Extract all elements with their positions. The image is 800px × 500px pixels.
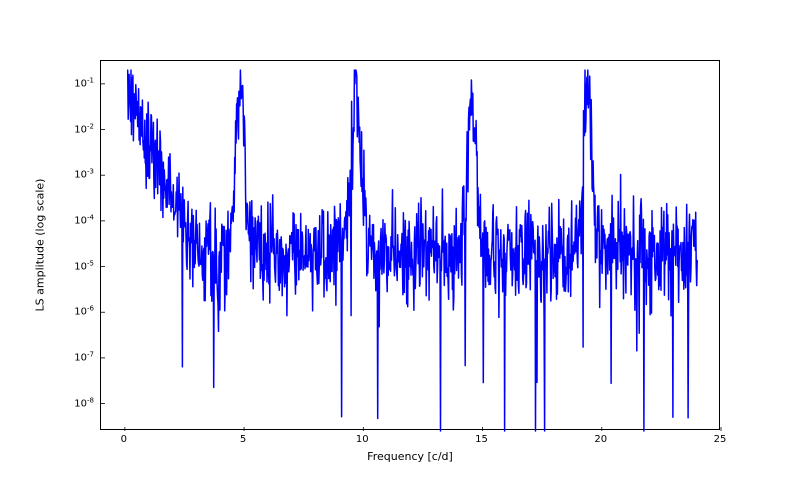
x-tick-label: 20 (594, 434, 607, 445)
y-tick-label: 10-6 (74, 305, 94, 318)
y-tick-label: 10-8 (74, 396, 94, 409)
y-tick-label: 10-2 (74, 122, 94, 135)
y-tick-label: 10-4 (74, 213, 94, 226)
x-tick-label: 15 (475, 434, 488, 445)
y-tick-label: 10-5 (74, 259, 94, 272)
y-tick-label: 10-7 (74, 350, 94, 363)
y-axis-label: LS amplitude (log scale) (34, 179, 47, 312)
figure: 0 5 10 15 20 25 10-8 10-7 10-6 10-5 10-4 10-3 10-2 1… (0, 0, 800, 500)
x-tick-label: 0 (121, 434, 127, 445)
x-tick-label: 5 (240, 434, 246, 445)
x-tick-label: 25 (714, 434, 727, 445)
y-tick-label: 10-3 (74, 168, 94, 181)
x-axis-label: Frequency [c/d] (367, 450, 453, 463)
x-tick-label: 10 (356, 434, 369, 445)
y-tick-label: 10-1 (74, 76, 94, 89)
plot-axes (100, 60, 720, 430)
tick-marks (101, 61, 721, 431)
